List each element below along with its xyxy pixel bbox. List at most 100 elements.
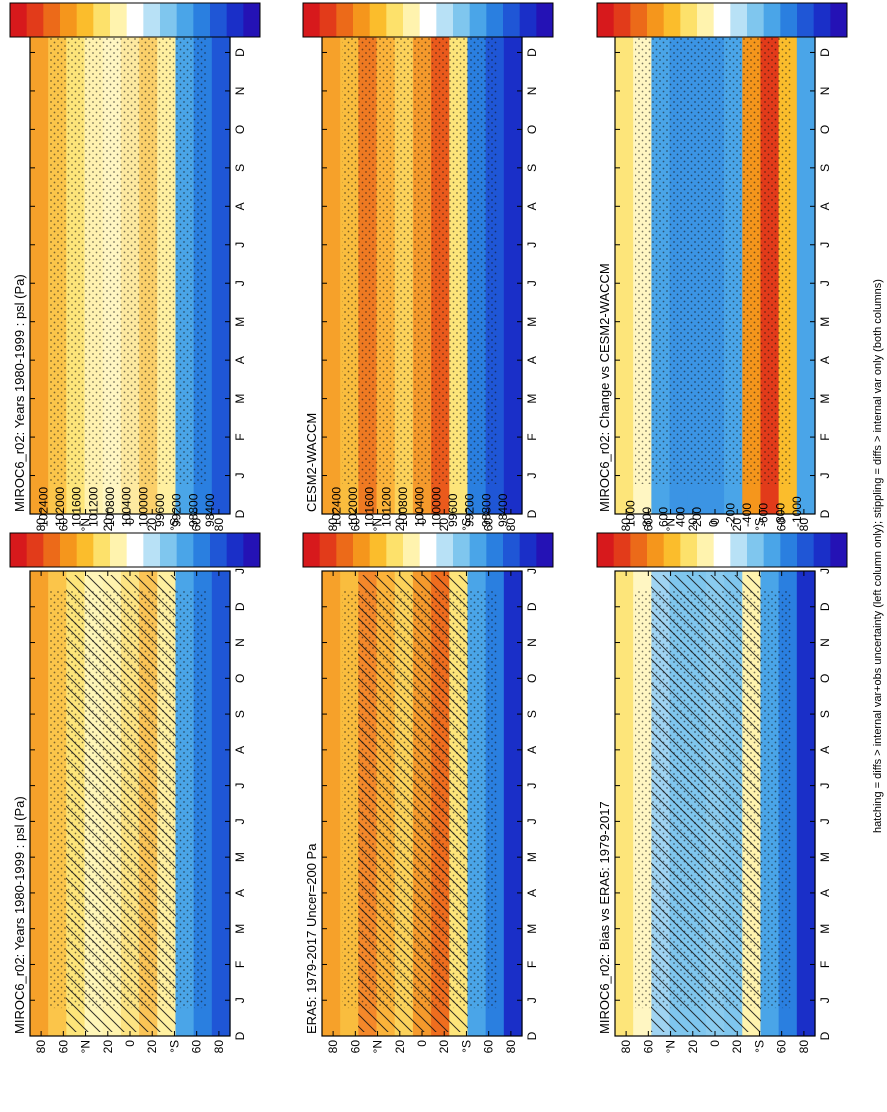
colorbar-swatch [597,3,615,37]
x-tick-label: M [525,317,539,327]
x-tick-label: M [525,924,539,934]
x-tick-label: J [233,568,247,574]
footnote: hatching = diffs > internal var+obs unce… [872,279,884,833]
colorbar-swatch [226,3,244,37]
y-tick-label: °N [371,1040,385,1053]
colorbar-swatch [436,533,454,567]
y-tick-label: 60 [641,1040,655,1054]
colorbar-label: 101600 [363,487,377,527]
x-tick-label: J [818,280,832,286]
x-tick-label: J [525,280,539,286]
colorbar-swatch [93,3,111,37]
y-tick-label: °S [167,518,181,531]
colorbar-swatch [193,533,211,567]
x-tick-label: J [525,997,539,1003]
colorbar-swatch [10,533,28,567]
y-tick-label: 60 [348,518,362,532]
colorbar-label: -400 [740,503,754,527]
hatching-overlay [651,575,761,1032]
y-tick-label: 60 [56,1040,70,1054]
colorbar-swatch [303,3,321,37]
x-tick-label: D [818,602,832,611]
colorbar-swatch [647,3,665,37]
x-tick-label: S [525,710,539,718]
x-tick-label: D [818,1031,832,1040]
lat-band [211,14,231,514]
colorbar-swatch [813,533,831,567]
colorbar-swatch [519,3,537,37]
y-tick-label: 20 [686,1040,700,1054]
x-tick-label: D [525,48,539,57]
colorbar-label: 98400 [496,493,510,527]
colorbar-label: 100800 [396,487,410,527]
x-tick-label: A [818,746,832,754]
x-tick-label: N [233,638,247,647]
colorbar-swatch [469,3,487,37]
colorbar-swatch [613,533,631,567]
colorbar-label: -1000 [790,496,804,527]
y-tick-label: 60 [641,518,655,532]
colorbar-swatch [210,3,228,37]
lat-band [615,14,634,514]
x-tick-label: J [818,818,832,824]
colorbar-swatch [336,3,354,37]
x-tick-label: J [818,473,832,479]
lat-band [211,571,231,1036]
x-tick-label: A [233,202,247,210]
colorbar-swatch [403,533,421,567]
x-tick-label: N [818,638,832,647]
x-tick-label: J [818,568,832,574]
colorbar-label: 200 [690,507,704,527]
colorbar-swatch [160,3,178,37]
x-tick-label: M [818,852,832,862]
colorbar-label: 101200 [86,487,100,527]
colorbar-swatch [630,3,648,37]
colorbar-swatch [797,533,815,567]
colorbar-swatch [93,533,111,567]
colorbar-swatch [369,533,387,567]
colorbar-swatch [780,533,798,567]
colorbar-frame [302,2,554,38]
y-tick-label: °S [459,518,473,531]
colorbar-swatch [663,3,681,37]
colorbar-swatch [663,533,681,567]
colorbar-label: 800 [640,507,654,527]
colorbar-swatch [519,533,537,567]
y-tick-label: 80 [212,1040,226,1054]
stippling-overlay [50,34,206,484]
lat-band [503,14,523,514]
y-tick-label: 80 [797,518,811,532]
colorbar-swatch [419,533,437,567]
y-tick-label: 80 [797,1040,811,1054]
x-tick-label: D [233,509,247,518]
colorbar-label: 102400 [36,487,50,527]
y-tick-label: °N [371,518,385,531]
colorbar-swatch [10,3,28,37]
colorbar-swatch [486,533,504,567]
x-tick-label: D [818,509,832,518]
colorbar-swatch [697,3,715,37]
colorbar-frame [302,532,554,568]
x-tick-label: A [818,202,832,210]
colorbar-swatch [176,3,194,37]
colorbar-swatch [780,3,798,37]
colorbar-swatch [680,3,698,37]
colorbar-swatch [60,3,78,37]
colorbar-swatch [43,3,61,37]
colorbar-swatch [336,533,354,567]
x-tick-label: S [233,164,247,172]
colorbar-swatch [747,533,765,567]
lat-band [615,571,634,1036]
colorbar-label: 1000 [623,500,637,527]
x-tick-label: F [818,433,832,440]
colorbar-swatch [126,533,144,567]
panel-title: MIROC6_r02: Years 1980-1999 : psl (Pa) [12,796,27,1034]
x-tick-label: J [233,473,247,479]
x-tick-label: A [233,356,247,364]
colorbar-2: 1024001020001016001012001008001004001000… [9,2,261,38]
hatching-overlay [358,575,468,1032]
colorbar-label: 98800 [479,493,493,527]
colorbar-swatch [763,3,781,37]
